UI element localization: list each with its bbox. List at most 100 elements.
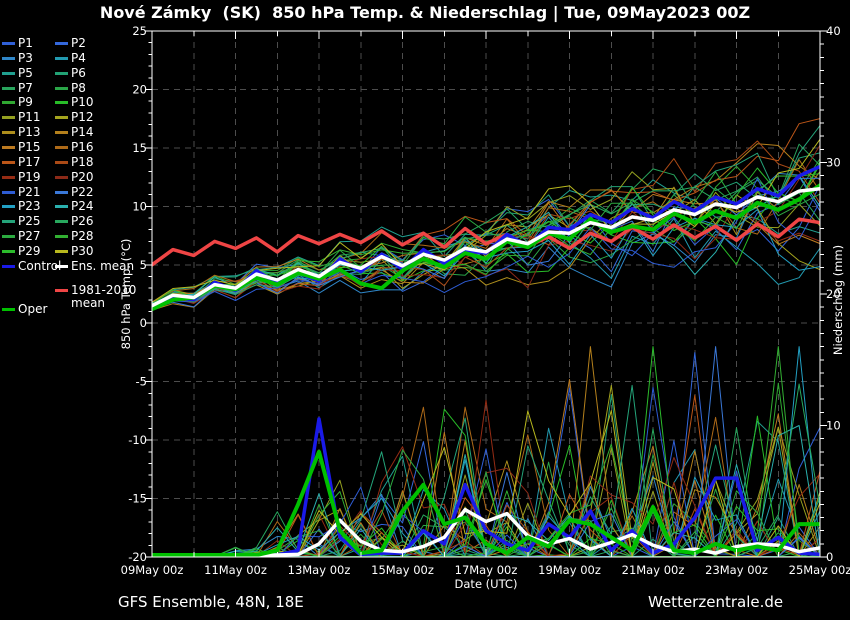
date-tick-label-5: 19May 00z [538, 563, 601, 577]
legend-item-p8-label: P8 [71, 80, 86, 95]
legend-item-p12-swatch [55, 116, 68, 120]
oper-temp-line [152, 183, 820, 312]
legend-item-climate-line2: mean [71, 296, 106, 310]
precip-tick-label-10: 10 [826, 419, 841, 433]
temp-tick-label-5: 5 [140, 258, 147, 272]
legend-item-p19-swatch [2, 175, 15, 179]
legend-item-p29-swatch [2, 250, 15, 254]
legend-item-p9-swatch [2, 101, 15, 105]
legend-item-p4-swatch [55, 56, 68, 60]
legend-item-p7: P7 [2, 81, 33, 95]
legend-item-p16-label: P16 [71, 140, 94, 155]
legend-item-p28: P28 [55, 229, 94, 243]
temp-tick-label--10: -10 [128, 433, 147, 447]
legend-item-p6-label: P6 [71, 65, 86, 80]
temp-tick-label-10: 10 [132, 199, 147, 213]
date-tick-label-0: 09May 00z [121, 563, 184, 577]
main-series-lines [152, 164, 820, 557]
temp-tick-label--20: -20 [128, 550, 147, 564]
member-temp-line-p30 [152, 138, 820, 303]
legend-item-p21: P21 [2, 185, 41, 199]
legend-item-p28-label: P28 [71, 229, 94, 244]
legend-item-p13-swatch [2, 131, 15, 135]
legend-item-p15-swatch [2, 146, 15, 150]
precip-tick-label-0: 0 [826, 550, 833, 564]
legend-item-p21-swatch [2, 190, 15, 194]
date-tick-label-7: 23May 00z [705, 563, 768, 577]
ens-mean-temp-line [152, 187, 820, 308]
legend-item-p6-swatch [55, 71, 68, 75]
precip-tick-label-30: 30 [826, 156, 841, 170]
legend-item-p30-swatch [55, 250, 68, 254]
date-tick-label-6: 21May 00z [622, 563, 685, 577]
legend-item-p3: P3 [2, 51, 33, 65]
legend-item-p7-swatch [2, 86, 15, 90]
date-tick-label-1: 11May 00z [204, 563, 267, 577]
legend-item-oper: Oper [2, 302, 47, 316]
legend-item-p14: P14 [55, 125, 94, 139]
legend-item-p1-swatch [2, 42, 15, 45]
legend-item-p5-label: P5 [18, 65, 33, 80]
member-temp-line-p24 [152, 175, 820, 305]
legend-item-ens-mean: Ens. mean [55, 259, 134, 273]
legend-item-climate-line1: 1981-2010 [71, 283, 137, 297]
legend-item-p20: P20 [55, 170, 94, 184]
legend-item-p16: P16 [55, 140, 94, 154]
date-tick-label-8: 25May 00z [789, 563, 850, 577]
legend-item-p1-label: P1 [18, 36, 33, 50]
legend-item-control: Control [2, 259, 61, 273]
legend-item-p8-swatch [55, 86, 68, 90]
legend-item-p14-label: P14 [71, 125, 94, 140]
gridlines [152, 31, 820, 557]
legend-item-p10-label: P10 [71, 95, 94, 110]
legend-item-p29: P29 [2, 244, 41, 258]
legend-item-p22: P22 [55, 185, 94, 199]
legend-item-p25: P25 [2, 214, 41, 228]
legend-item-p13-label: P13 [18, 125, 41, 140]
legend-item-p3-label: P3 [18, 50, 33, 65]
legend-item-p4: P4 [55, 51, 86, 65]
precip-tick-label-20: 20 [826, 287, 841, 301]
date-tick-label-4: 17May 00z [455, 563, 518, 577]
legend-item-p24-label: P24 [71, 199, 94, 214]
legend-item-p1: P1 [2, 36, 33, 50]
precip-tick-label-40: 40 [826, 24, 841, 38]
legend-item-p2-label: P2 [71, 36, 86, 50]
temp-tick-label-20: 20 [132, 82, 147, 96]
legend-item-oper-label: Oper [18, 302, 48, 316]
temp-tick-label--15: -15 [128, 492, 147, 506]
legend-item-p23: P23 [2, 199, 41, 213]
legend-item-p27-swatch [2, 235, 15, 239]
legend-item-p13: P13 [2, 125, 41, 139]
legend-item-p8: P8 [55, 81, 86, 95]
oper-precip-line [152, 449, 820, 557]
legend-item-p27: P27 [2, 229, 41, 243]
legend-item-p4-label: P4 [71, 50, 86, 65]
temp-tick-label-25: 25 [132, 24, 147, 38]
legend-item-p15: P15 [2, 140, 41, 154]
legend-item-p25-swatch [2, 220, 15, 224]
date-tick-label-3: 15May 00z [371, 563, 434, 577]
legend-item-p26-swatch [55, 220, 68, 224]
legend-item-p20-label: P20 [71, 169, 94, 184]
ensemble-member-lines [152, 118, 820, 557]
legend-item-p2: P2 [55, 36, 86, 50]
legend-item-p9-label: P9 [18, 95, 33, 110]
legend-item-p22-swatch [55, 190, 68, 194]
footer-brand: Wetterzentrale.de [648, 593, 784, 611]
legend-item-ens-mean-label: Ens. mean [71, 259, 135, 273]
axis-ticks [145, 30, 827, 558]
legend-item-p12: P12 [55, 110, 94, 124]
legend-item-climate-mean-swatch [55, 289, 68, 292]
legend-item-control-label: Control [18, 259, 62, 273]
y-left-axis-title: 850 hPa Temp. (°C) [119, 239, 133, 350]
temp-tick-label--5: -5 [136, 375, 147, 389]
legend-item-p12-label: P12 [71, 110, 94, 125]
legend-item-p25-label: P25 [18, 214, 41, 229]
legend-item-p3-swatch [2, 56, 15, 60]
legend-item-p15-label: P15 [18, 140, 41, 155]
legend-item-p18-label: P18 [71, 154, 94, 169]
legend-item-p9: P9 [2, 95, 33, 109]
legend-item-p29-label: P29 [18, 244, 41, 259]
